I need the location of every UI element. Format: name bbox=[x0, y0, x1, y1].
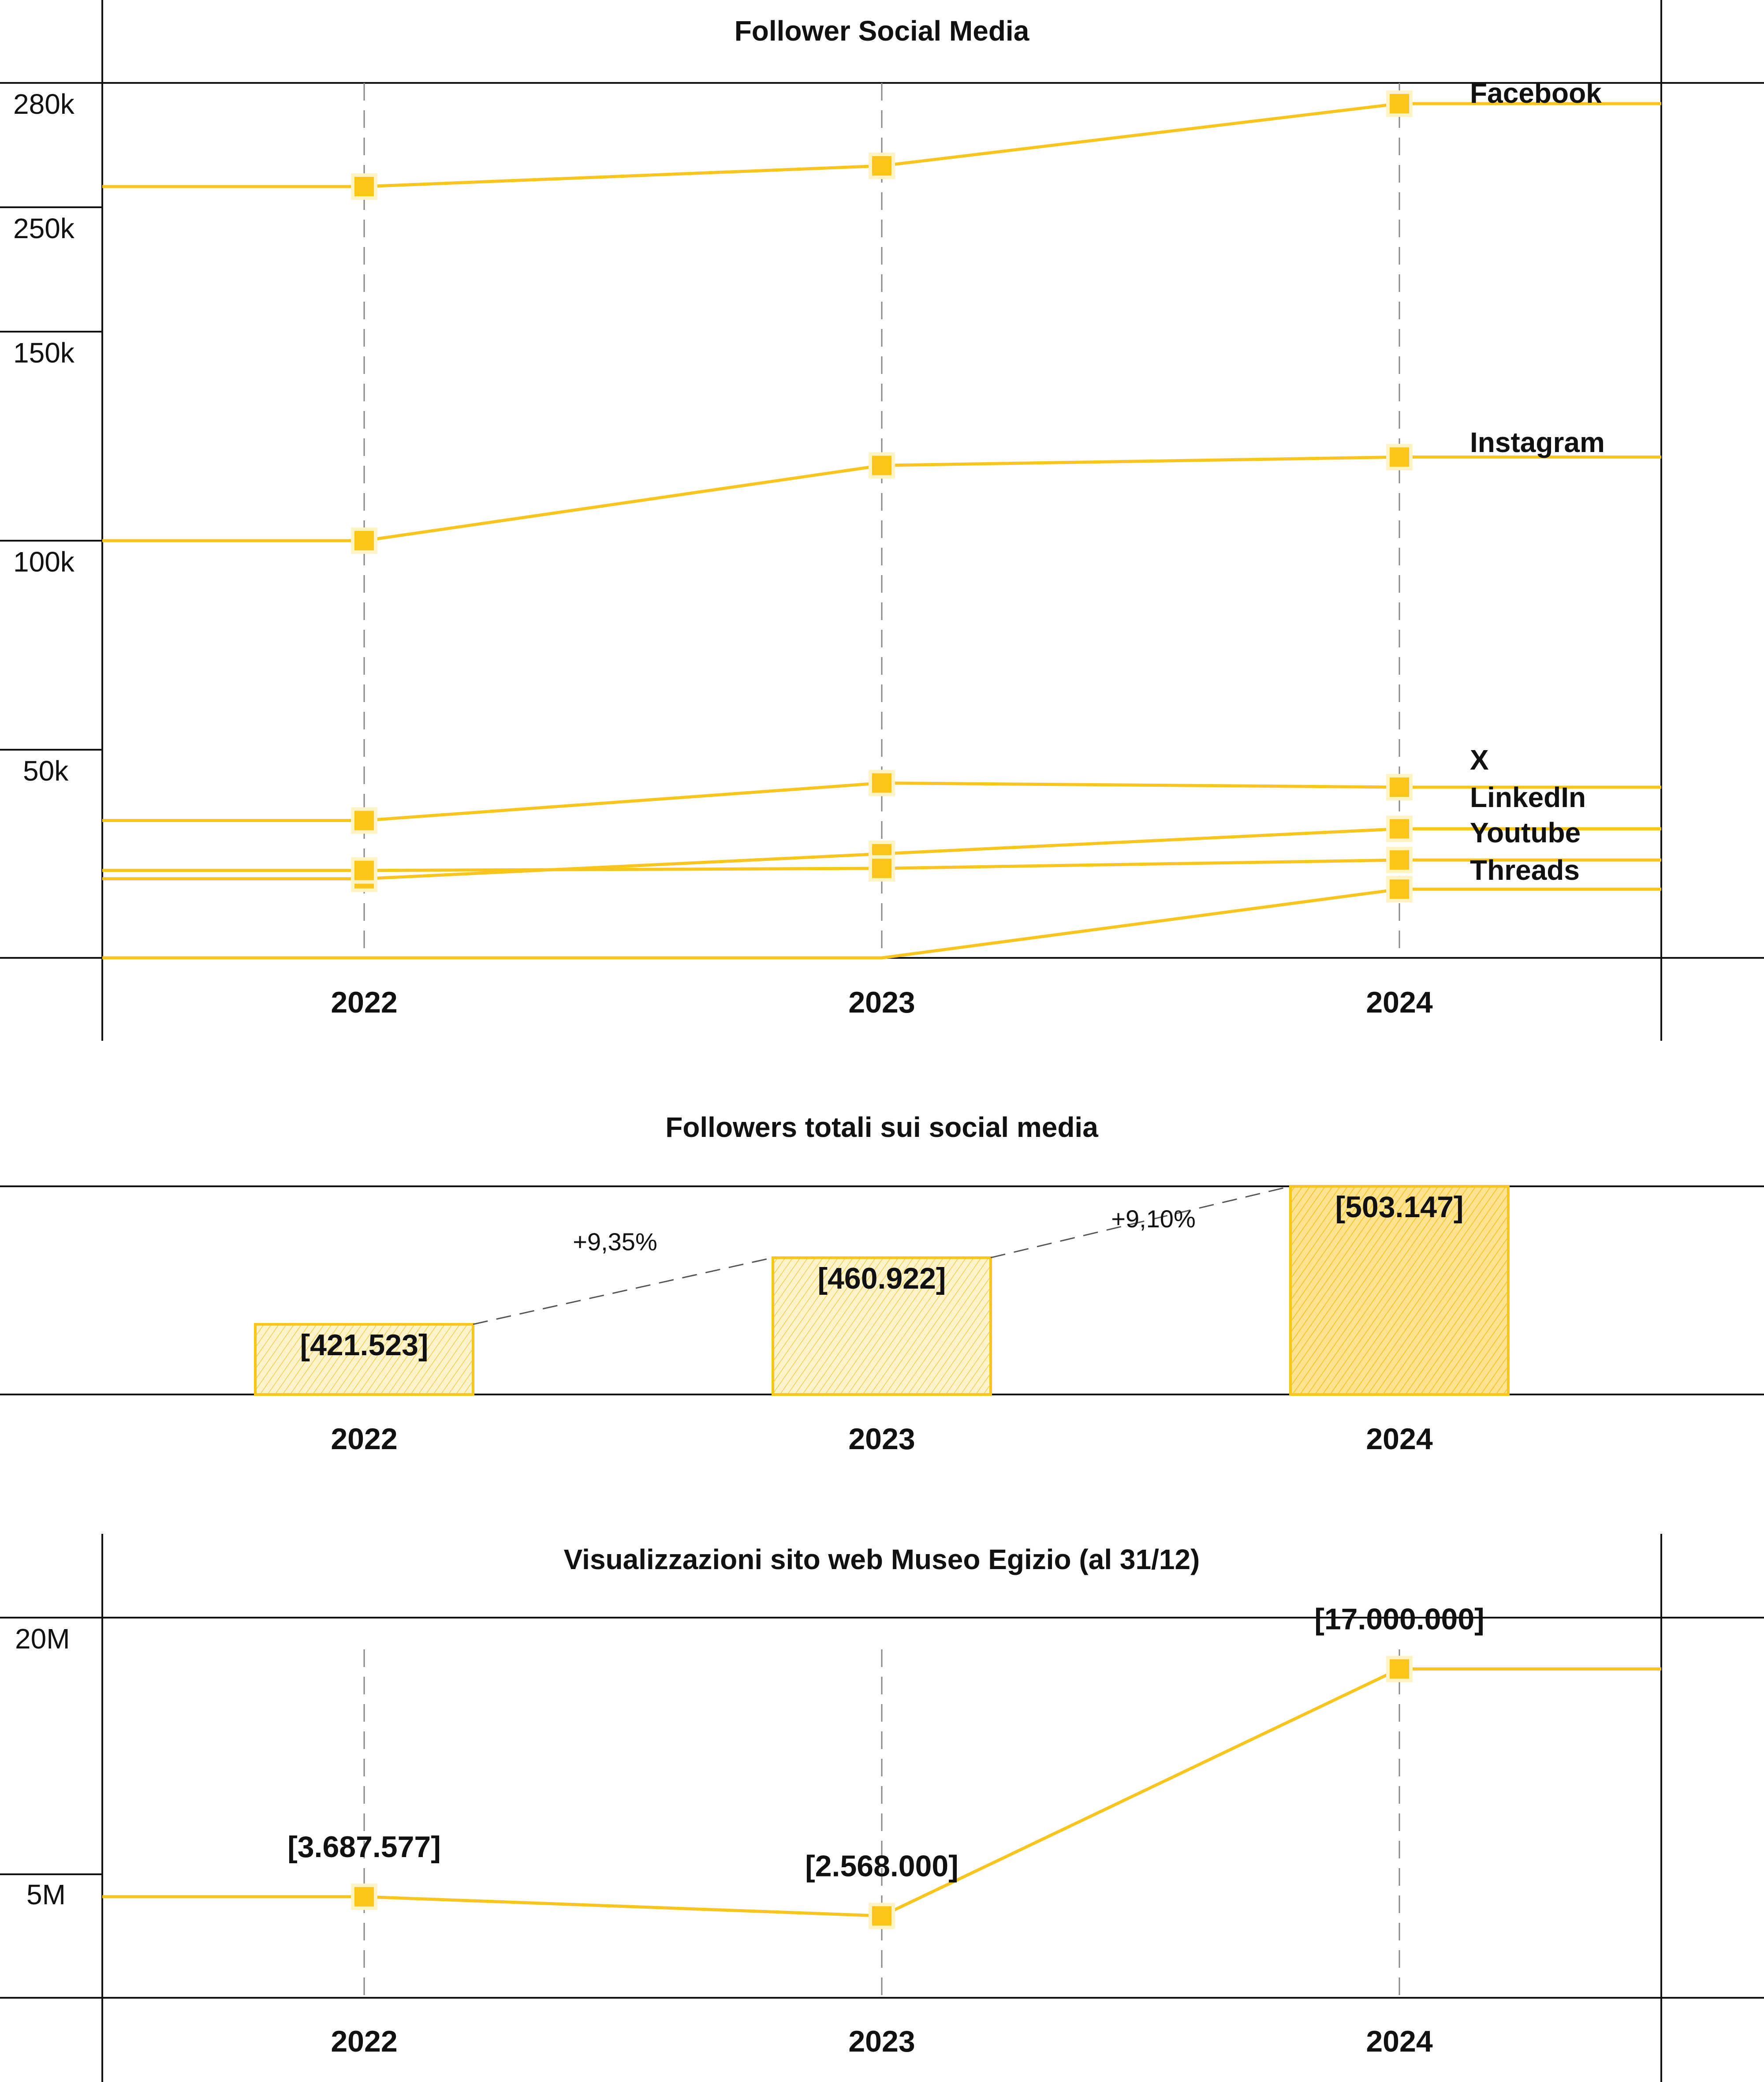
chart1-xtick-2024: 2024 bbox=[1366, 986, 1432, 1019]
chart1-series-instagram-point-2023-square bbox=[872, 456, 891, 475]
chart3-point-2022 bbox=[351, 1883, 377, 1910]
chart2-bar-2022 bbox=[254, 1323, 474, 1396]
chart1-series-x-point-2023-square bbox=[872, 773, 891, 793]
chart1-series-youtube-point-2023 bbox=[869, 855, 895, 882]
chart1-ytick-150k: 150k bbox=[13, 337, 75, 369]
chart1-series-layer: Facebook Instagram X LinkedIn Youtube Threads bbox=[102, 77, 1661, 960]
chart1-series-x-point-2024 bbox=[1386, 774, 1413, 800]
chart3-title: Visualizzazioni sito web Museo Egizio (a… bbox=[564, 1544, 1200, 1575]
chart-followers-totali: Followers totali sui social media [421.5… bbox=[0, 1111, 1764, 1456]
chart3-ytick-5m: 5M bbox=[26, 1879, 66, 1910]
chart1-xtick-2023: 2023 bbox=[848, 986, 915, 1019]
chart2-value-label-2022: [421.523] bbox=[300, 1328, 428, 1362]
chart3-point-2024-square bbox=[1390, 1659, 1409, 1679]
chart2-bar-2023 bbox=[772, 1256, 992, 1396]
chart3-xtick-2022: 2022 bbox=[331, 2025, 397, 2058]
chart1-series-linkedin-point-2024 bbox=[1386, 815, 1413, 842]
chart2-change-0: +9,35% bbox=[573, 1228, 657, 1256]
chart1-series-instagram-point-2022 bbox=[351, 527, 377, 554]
chart1-series-youtube bbox=[102, 847, 1661, 884]
chart1-series-youtube-point-2022-square bbox=[354, 860, 374, 880]
chart1-ytick-50k: 50k bbox=[23, 755, 69, 787]
chart2-xtick-2024: 2024 bbox=[1366, 1422, 1432, 1456]
chart3-point-2023-square bbox=[872, 1906, 891, 1926]
chart3-point-2024 bbox=[1386, 1656, 1413, 1682]
chart1-ytick-100k: 100k bbox=[13, 546, 75, 578]
chart1-series-instagram-point-2023 bbox=[869, 452, 895, 479]
chart1-series-threads-point-2024-square bbox=[1390, 879, 1409, 899]
chart2-xtick-2022: 2022 bbox=[331, 1422, 397, 1456]
chart1-series-facebook-point-2022-square bbox=[354, 177, 374, 196]
chart1-series-facebook-point-2023-square bbox=[872, 156, 891, 176]
chart2-bars-layer: [421.523] [460.922] [503.147] +9,35% +9,10% bbox=[254, 1185, 1510, 1396]
chart2-connector-0 bbox=[473, 1257, 773, 1325]
chart2-bar-2024 bbox=[1289, 1185, 1510, 1396]
chart3-value-label-2024: [17.000.000] bbox=[1314, 1602, 1484, 1636]
chart2-title: Followers totali sui social media bbox=[665, 1111, 1098, 1143]
chart1-label-facebook: Facebook bbox=[1470, 77, 1602, 109]
chart1-series-threads-line bbox=[102, 887, 1661, 960]
chart3-value-label-2022: [3.687.577] bbox=[287, 1830, 441, 1864]
chart1-title: Follower Social Media bbox=[735, 15, 1029, 47]
chart1-series-threads bbox=[102, 876, 1661, 960]
chart1-series-facebook-point-2024-square bbox=[1390, 94, 1409, 113]
chart3-point-2023 bbox=[869, 1903, 895, 1929]
chart1-series-instagram-point-2022-square bbox=[354, 531, 374, 550]
chart1-ytick-280k: 280k bbox=[13, 88, 75, 120]
chart1-series-x-point-2024-square bbox=[1390, 777, 1409, 797]
chart1-series-youtube-point-2023-square bbox=[872, 859, 891, 878]
chart2-connector-1 bbox=[990, 1185, 1291, 1259]
chart3-value-label-2023: [2.568.000] bbox=[805, 1849, 958, 1883]
chart1-series-youtube-point-2024-square bbox=[1390, 850, 1409, 870]
chart1-series-instagram-point-2024 bbox=[1386, 444, 1413, 471]
chart1-series-youtube-point-2022 bbox=[351, 857, 377, 884]
chart-follower-social-media: Follower Social Media 280k 250k 150k 100… bbox=[0, 0, 1764, 1041]
chart1-ytick-250k: 250k bbox=[13, 213, 75, 244]
chart2-value-label-2023: [460.922] bbox=[817, 1262, 946, 1295]
chart1-series-instagram-point-2024-square bbox=[1390, 447, 1409, 467]
chart1-series-linkedin-point-2024-square bbox=[1390, 819, 1409, 839]
chart1-label-threads: Threads bbox=[1470, 854, 1580, 886]
chart1-series-x bbox=[102, 770, 1661, 834]
chart1-series-facebook bbox=[102, 90, 1661, 200]
chart3-point-2022-square bbox=[354, 1887, 374, 1906]
chart1-series-threads-point-2024 bbox=[1386, 876, 1413, 903]
chart1-series-x-point-2022-square bbox=[354, 811, 374, 830]
chart1-series-youtube-point-2024 bbox=[1386, 847, 1413, 874]
chart1-series-facebook-point-2022 bbox=[351, 173, 377, 200]
chart3-series-layer: [3.687.577] [2.568.000] [17.000.000] bbox=[102, 1602, 1661, 1929]
chart1-series-x-point-2022 bbox=[351, 807, 377, 834]
chart1-xtick-2022: 2022 bbox=[331, 986, 397, 1019]
chart3-xtick-2023: 2023 bbox=[848, 2025, 915, 2058]
chart1-label-linkedin: LinkedIn bbox=[1470, 781, 1586, 813]
chart-visualizzazioni-sito: Visualizzazioni sito web Museo Egizio (a… bbox=[0, 1534, 1764, 2082]
chart1-series-x-point-2023 bbox=[869, 770, 895, 796]
chart1-label-youtube: Youtube bbox=[1470, 817, 1581, 848]
chart1-label-instagram: Instagram bbox=[1470, 426, 1605, 458]
chart2-value-label-2024: [503.147] bbox=[1335, 1190, 1463, 1224]
chart3-xtick-2024: 2024 bbox=[1366, 2025, 1432, 2058]
chart1-series-facebook-point-2023 bbox=[869, 153, 895, 179]
chart3-ytick-20m: 20M bbox=[15, 1623, 70, 1655]
chart1-series-instagram bbox=[102, 444, 1661, 554]
chart2-xtick-2023: 2023 bbox=[848, 1422, 915, 1456]
chart1-label-x: X bbox=[1470, 744, 1489, 776]
chart1-series-facebook-point-2024 bbox=[1386, 90, 1413, 117]
chart2-change-1: +9,10% bbox=[1111, 1205, 1196, 1233]
chart3-series: [3.687.577] [2.568.000] [17.000.000] bbox=[102, 1602, 1661, 1929]
